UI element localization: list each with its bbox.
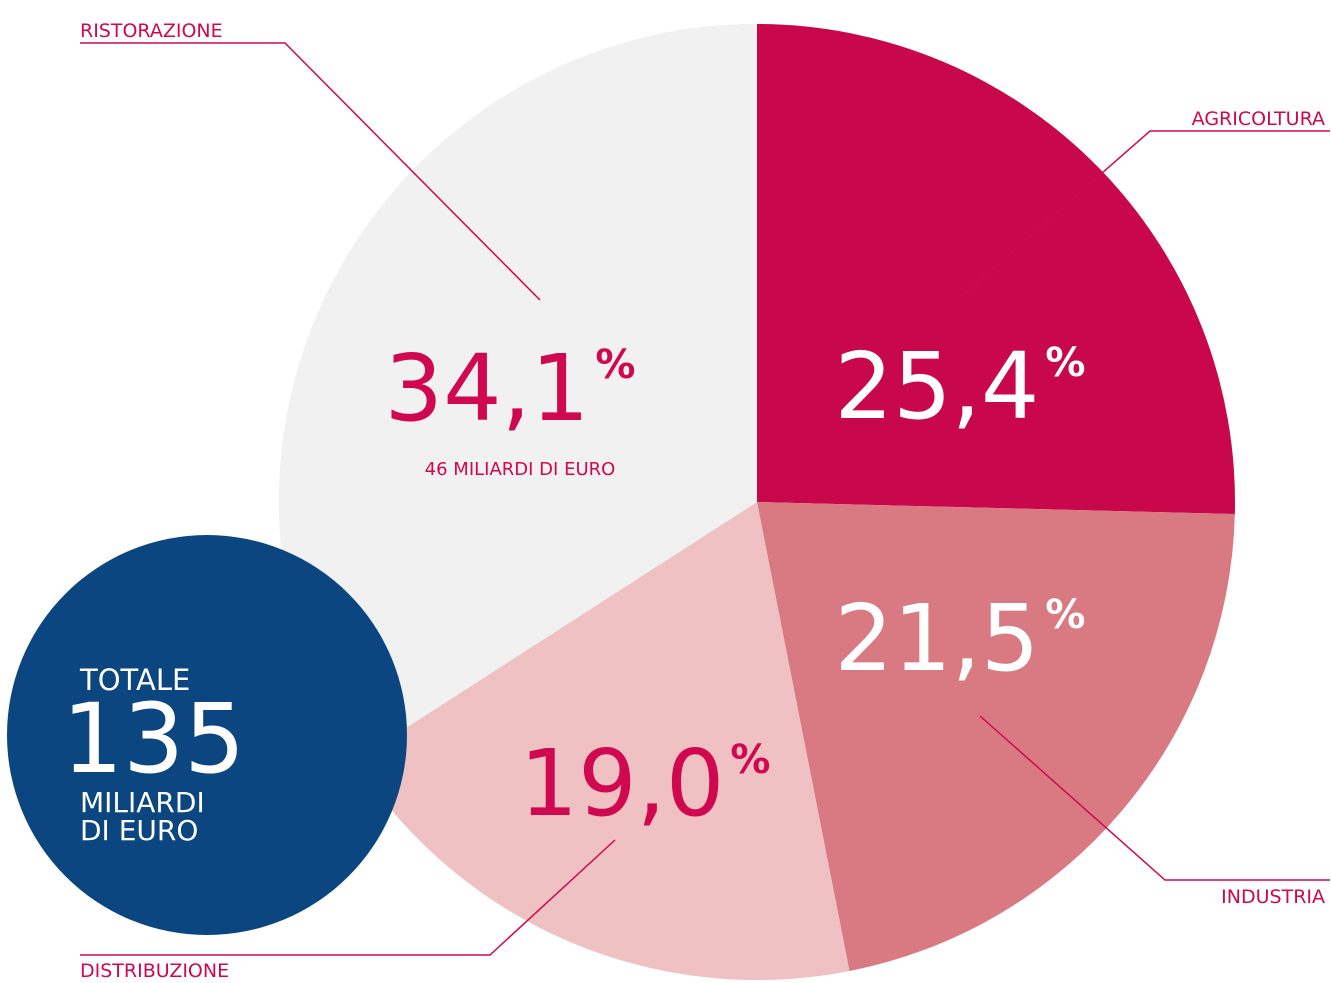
total-unit: MILIARDI (80, 786, 205, 819)
category-label: RISTORAZIONE (80, 20, 223, 42)
leader-line (80, 839, 616, 956)
annotation: 46 MILIARDI DI EURO (425, 459, 616, 480)
pie-slice (355, 502, 850, 980)
leader-line (80, 42, 541, 301)
value-unit: % (1045, 340, 1085, 386)
value-unit: % (730, 737, 770, 783)
pie-slice (279, 24, 757, 761)
value-number: 21,5 (835, 585, 1040, 692)
total-label: TOTALE (79, 663, 190, 697)
category-label: DISTRIBUZIONE (80, 960, 229, 982)
pie-slice (757, 24, 1235, 515)
value-label: 21,5% (835, 585, 1086, 692)
value-number: 25,4 (835, 333, 1040, 440)
category-label: INDUSTRIA (1221, 886, 1325, 908)
value-unit: % (1045, 592, 1085, 638)
value-number: 19,0 (520, 730, 725, 837)
value-unit: % (595, 342, 635, 388)
leader-line (954, 130, 1330, 303)
leader-line (979, 715, 1330, 881)
total-circle (7, 535, 407, 935)
value-number: 34,1 (385, 335, 590, 442)
pie-slice (757, 502, 1235, 971)
leader-lines (80, 42, 1330, 956)
value-label: 34,1% (385, 335, 636, 442)
total-unit: DI EURO (80, 814, 198, 847)
total-value: 135 (62, 683, 245, 795)
category-label: AGRICOLTURA (1192, 108, 1325, 130)
value-label: 19,0% (520, 730, 771, 837)
value-label: 25,4% (835, 333, 1086, 440)
